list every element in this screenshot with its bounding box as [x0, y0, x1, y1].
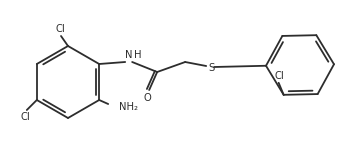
Text: O: O [143, 93, 151, 103]
Text: Cl: Cl [21, 112, 31, 122]
Text: N: N [126, 50, 133, 60]
Text: Cl: Cl [55, 24, 65, 34]
Text: NH₂: NH₂ [119, 102, 138, 112]
Text: H: H [134, 50, 142, 60]
Text: Cl: Cl [275, 71, 285, 81]
Text: S: S [208, 63, 214, 73]
